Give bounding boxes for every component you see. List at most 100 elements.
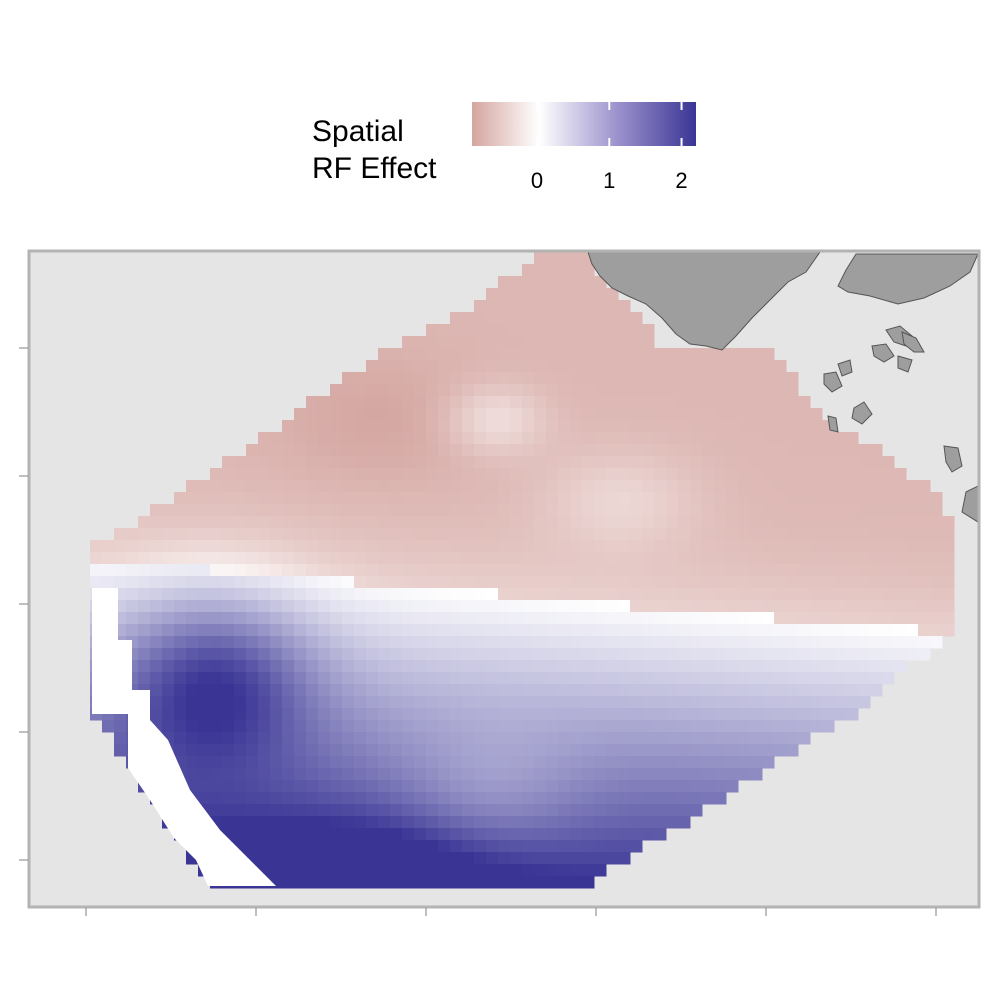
heatmap-cell bbox=[366, 540, 379, 553]
heatmap-cell bbox=[318, 708, 331, 721]
heatmap-cell bbox=[870, 588, 883, 601]
heatmap-cell bbox=[162, 564, 175, 577]
heatmap-cell bbox=[882, 564, 895, 577]
heatmap-cell bbox=[426, 432, 439, 445]
heatmap-cell bbox=[306, 468, 319, 481]
heatmap-cell bbox=[246, 660, 259, 673]
heatmap-cell bbox=[582, 672, 595, 685]
heatmap-cell bbox=[582, 504, 595, 517]
heatmap-cell bbox=[330, 864, 343, 877]
heatmap-cell bbox=[810, 468, 823, 481]
heatmap-cell bbox=[294, 696, 307, 709]
heatmap-cell bbox=[498, 504, 511, 517]
heatmap-cell bbox=[402, 600, 415, 613]
heatmap-cell bbox=[498, 288, 511, 301]
heatmap-cell bbox=[762, 456, 775, 469]
heatmap-cell bbox=[726, 432, 739, 445]
heatmap-cell bbox=[618, 372, 631, 385]
heatmap-cell bbox=[414, 540, 427, 553]
heatmap-cell bbox=[306, 504, 319, 517]
heatmap-cell bbox=[522, 708, 535, 721]
heatmap-cell bbox=[642, 492, 655, 505]
heatmap-cell bbox=[510, 828, 523, 841]
heatmap-cell bbox=[822, 684, 835, 697]
heatmap-cell bbox=[654, 348, 667, 361]
heatmap-cell bbox=[342, 780, 355, 793]
heatmap-cell bbox=[570, 528, 583, 541]
heatmap-cell bbox=[366, 516, 379, 529]
heatmap-cell bbox=[510, 756, 523, 769]
heatmap-cell bbox=[150, 660, 163, 673]
heatmap-cell bbox=[462, 348, 475, 361]
heatmap-cell bbox=[354, 804, 367, 817]
heatmap-cell bbox=[366, 828, 379, 841]
heatmap-cell bbox=[690, 384, 703, 397]
heatmap-cell bbox=[750, 624, 763, 637]
heatmap-cell bbox=[846, 648, 859, 661]
heatmap-cell bbox=[930, 636, 943, 649]
heatmap-cell bbox=[342, 852, 355, 865]
heatmap-cell bbox=[198, 732, 211, 745]
heatmap-cell bbox=[198, 720, 211, 733]
heatmap-cell bbox=[654, 552, 667, 565]
heatmap-cell bbox=[510, 708, 523, 721]
heatmap-cell bbox=[186, 708, 199, 721]
heatmap-cell bbox=[366, 480, 379, 493]
heatmap-cell bbox=[774, 456, 787, 469]
heatmap-cell bbox=[486, 288, 499, 301]
heatmap-cell bbox=[258, 624, 271, 637]
heatmap-cell bbox=[918, 552, 931, 565]
heatmap-cell bbox=[702, 600, 715, 613]
heatmap-cell bbox=[582, 564, 595, 577]
heatmap-cell bbox=[798, 552, 811, 565]
heatmap-cell bbox=[534, 528, 547, 541]
heatmap-cell bbox=[582, 420, 595, 433]
heatmap-cell bbox=[594, 732, 607, 745]
heatmap-cell bbox=[486, 720, 499, 733]
heatmap-cell bbox=[318, 684, 331, 697]
heatmap-cell bbox=[486, 768, 499, 781]
heatmap-cell bbox=[858, 492, 871, 505]
heatmap-cell bbox=[858, 552, 871, 565]
heatmap-cell bbox=[534, 276, 547, 289]
heatmap-cell bbox=[654, 636, 667, 649]
heatmap-cell bbox=[354, 744, 367, 757]
heatmap-cell bbox=[222, 648, 235, 661]
heatmap-cell bbox=[582, 684, 595, 697]
heatmap-cell bbox=[378, 744, 391, 757]
heatmap-cell bbox=[690, 528, 703, 541]
heatmap-cell bbox=[438, 492, 451, 505]
heatmap-cell bbox=[666, 660, 679, 673]
heatmap-cell bbox=[738, 636, 751, 649]
heatmap-cell bbox=[258, 504, 271, 517]
heatmap-cell bbox=[210, 588, 223, 601]
heatmap-cell bbox=[858, 540, 871, 553]
heatmap-cell bbox=[198, 780, 211, 793]
heatmap-cell bbox=[294, 804, 307, 817]
heatmap-cell bbox=[702, 636, 715, 649]
heatmap-cell bbox=[270, 552, 283, 565]
heatmap-cell bbox=[318, 492, 331, 505]
heatmap-cell bbox=[198, 684, 211, 697]
heatmap-cell bbox=[402, 708, 415, 721]
heatmap-cell bbox=[282, 780, 295, 793]
heatmap-cell bbox=[534, 708, 547, 721]
heatmap-cell bbox=[606, 288, 619, 301]
heatmap-cell bbox=[246, 672, 259, 685]
heatmap-cell bbox=[570, 600, 583, 613]
heatmap-cell bbox=[558, 672, 571, 685]
heatmap-cell bbox=[606, 528, 619, 541]
heatmap-cell bbox=[594, 864, 607, 877]
heatmap-cell bbox=[786, 384, 799, 397]
heatmap-cell bbox=[822, 696, 835, 709]
heatmap-cell bbox=[642, 816, 655, 829]
heatmap-cell bbox=[270, 456, 283, 469]
heatmap-cell bbox=[342, 408, 355, 421]
heatmap-cell bbox=[738, 348, 751, 361]
heatmap-cell bbox=[654, 468, 667, 481]
heatmap-cell bbox=[390, 696, 403, 709]
heatmap-cell bbox=[882, 588, 895, 601]
heatmap-cell bbox=[114, 744, 127, 757]
heatmap-cell bbox=[486, 540, 499, 553]
